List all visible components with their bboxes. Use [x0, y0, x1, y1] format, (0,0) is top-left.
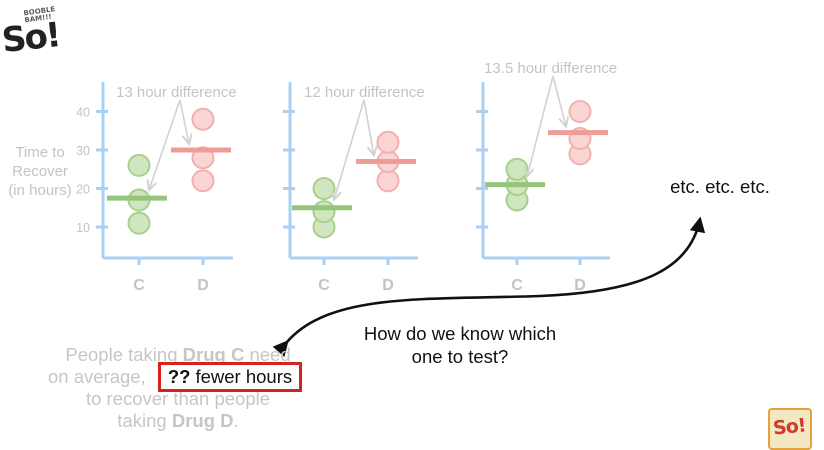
- y-tick-label: 40: [76, 106, 90, 120]
- panel-13-hour: C D 13 hour difference: [96, 82, 237, 294]
- conclusion-line-3: to recover than people: [85, 388, 271, 409]
- logo-mark: So!: [0, 15, 62, 61]
- difference-arrow-d: [552, 75, 566, 127]
- drug-c-point: [127, 211, 151, 235]
- fewer-hours-text: fewer hours: [195, 366, 293, 387]
- logo-mark-small: So!: [771, 414, 807, 440]
- fewer-hours-highlight: ?? fewer hours: [158, 362, 302, 392]
- question-text: How do we know which one to test?: [340, 322, 580, 368]
- panel-13-5-hour: C D13.5 hour difference: [476, 60, 617, 294]
- y-axis-label: Time to Recover (in hours): [2, 143, 78, 200]
- category-label-c: C: [318, 277, 330, 294]
- panel-12-hour: C D 12 hour difference: [283, 82, 425, 294]
- question-line-1: How do we know which: [363, 323, 557, 344]
- drug-d-point: [191, 169, 215, 193]
- question-line-2: one to test?: [411, 346, 509, 367]
- difference-arrow-c: [334, 99, 365, 200]
- drug-c-point: [312, 200, 336, 224]
- category-label-d: D: [197, 277, 209, 294]
- conclusion-line-2: on average,: [48, 366, 146, 387]
- category-label-c: C: [133, 277, 145, 294]
- category-label-c: C: [511, 277, 523, 294]
- drug-c-point: [312, 177, 336, 200]
- brand-logo-small: So!: [768, 408, 812, 450]
- y-axis-label-line-3: (in hours): [8, 182, 72, 199]
- etc-text: etc. etc. etc.: [670, 176, 770, 197]
- difference-arrow-d: [363, 99, 374, 156]
- difference-arrow-c: [149, 99, 181, 190]
- difference-label: 13.5 hour difference: [484, 60, 617, 77]
- difference-arrow-d: [179, 99, 189, 144]
- y-axis-label-line-2: Recover: [12, 163, 68, 180]
- category-label-d: D: [382, 277, 394, 294]
- y-tick-label: 30: [76, 144, 90, 158]
- difference-arrow-c: [527, 75, 554, 177]
- drug-c-label: Drug C: [182, 344, 245, 365]
- y-tick-label: 10: [76, 221, 90, 235]
- y-tick-labels: 10 20 30 40: [76, 106, 90, 236]
- unknown-marks: ??: [167, 366, 191, 387]
- conclusion-line-4: taking Drug D.: [117, 410, 239, 431]
- y-axis-label-line-1: Time to: [15, 144, 65, 161]
- drug-d-point: [191, 107, 215, 131]
- conclusion-line-1: People taking Drug C need: [65, 344, 291, 365]
- difference-label: 13 hour difference: [116, 84, 237, 101]
- curved-arrow: [272, 216, 706, 357]
- drug-d-point: [376, 130, 400, 154]
- drug-c-point: [127, 153, 151, 177]
- drug-d-label: Drug D: [171, 410, 234, 431]
- drug-d-point: [376, 169, 400, 193]
- brand-logo: BOOBLE BAM!!! So!: [0, 4, 62, 64]
- difference-label: 12 hour difference: [304, 84, 425, 101]
- conclusion-text: People taking Drug C need on average, to…: [30, 344, 326, 432]
- y-tick-label: 20: [76, 183, 90, 197]
- drug-d-point: [568, 100, 592, 123]
- drug-c-point: [505, 157, 529, 181]
